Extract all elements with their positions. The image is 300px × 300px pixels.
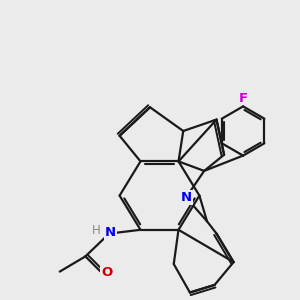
Text: F: F [238, 92, 248, 104]
Text: N: N [181, 191, 192, 204]
Text: N: N [105, 226, 116, 238]
Text: O: O [101, 266, 112, 279]
Text: H: H [92, 224, 101, 237]
